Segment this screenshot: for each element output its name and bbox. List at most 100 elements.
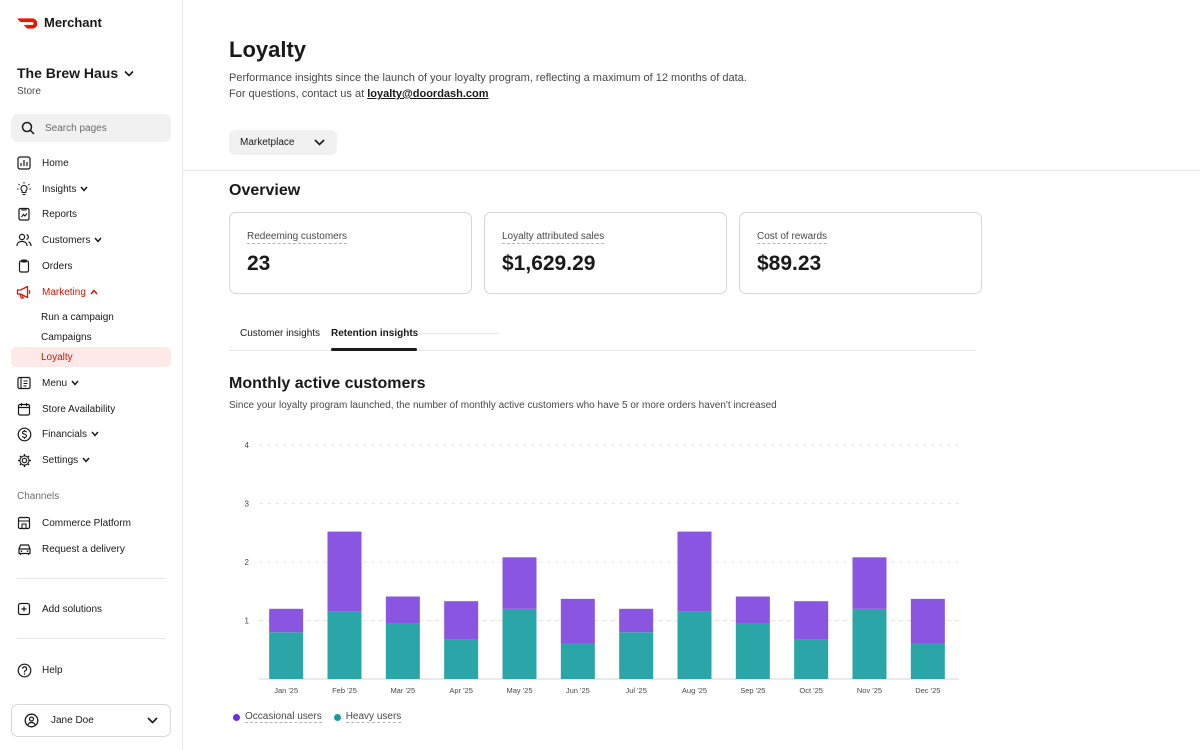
nav-reports[interactable]: Reports (11, 203, 171, 225)
clipboard-icon (16, 258, 32, 274)
search-box[interactable] (11, 114, 171, 142)
bar-occasional-users (444, 601, 479, 640)
nav-insights-label: Insights (42, 183, 77, 195)
tab-track (417, 333, 499, 334)
nav-home-label: Home (42, 157, 69, 169)
channel-dropdown-value: Marketplace (240, 137, 295, 148)
tab-customer-insights[interactable]: Customer insights (240, 328, 321, 339)
megaphone-icon (16, 284, 32, 300)
metric-value: $89.23 (757, 252, 822, 275)
x-tick-label: Jul '25 (625, 686, 646, 695)
x-tick-label: Aug '25 (682, 686, 707, 695)
x-tick-label: Dec '25 (915, 686, 940, 695)
x-tick-label: Nov '25 (857, 686, 882, 695)
nav-add-solutions[interactable]: Add solutions (11, 598, 171, 620)
chevron-down-icon (82, 457, 90, 463)
nav-marketing-label: Marketing (42, 286, 86, 298)
brand[interactable]: Merchant (17, 15, 102, 30)
users-icon (16, 232, 32, 248)
chevron-down-icon (314, 139, 326, 146)
nav-customers[interactable]: Customers (11, 229, 171, 251)
channels-section-label: Channels (17, 491, 60, 502)
search-input[interactable] (45, 122, 155, 134)
bar-heavy-users (327, 611, 362, 679)
bar-heavy-users (735, 623, 770, 679)
nav-settings[interactable]: Settings (11, 449, 171, 471)
active-tab-indicator (331, 348, 417, 351)
gear-icon (16, 452, 32, 468)
legend-item-heavy[interactable]: Heavy users (333, 711, 402, 723)
nav-store-availability[interactable]: Store Availability (11, 398, 171, 420)
nav-financials-label: Financials (42, 428, 88, 440)
doordash-logo-icon (17, 17, 37, 29)
metric-label[interactable]: Redeeming customers (247, 231, 348, 244)
legend-item-occasional[interactable]: Occasional users (233, 711, 322, 723)
chevron-down-icon (147, 717, 158, 724)
bar-occasional-users (677, 531, 712, 612)
y-tick-label: 4 (245, 441, 250, 450)
nav-request-delivery[interactable]: Request a delivery (11, 538, 171, 560)
bar-occasional-users (385, 596, 420, 624)
x-tick-label: Mar '25 (390, 686, 415, 695)
nav-financials[interactable]: Financials (11, 423, 171, 445)
page-description-line1: Performance insights since the launch of… (229, 72, 747, 84)
nav-insights[interactable]: Insights (11, 178, 171, 200)
chevron-up-icon (90, 289, 98, 295)
plus-square-icon (16, 601, 32, 617)
nav-help-label: Help (42, 664, 63, 676)
metric-card-cost-of-rewards: Cost of rewards $89.23 (739, 212, 982, 294)
nav-campaigns[interactable]: Campaigns (41, 331, 92, 343)
nav-home[interactable]: Home (11, 152, 171, 174)
chevron-down-icon (91, 431, 99, 437)
bar-heavy-users (502, 608, 537, 679)
contact-email-link[interactable]: loyalty@doordash.com (367, 88, 489, 100)
page-description: Performance insights since the launch of… (229, 70, 747, 102)
bar-heavy-users (560, 643, 595, 679)
metric-value: $1,629.29 (502, 252, 596, 275)
storefront-icon (16, 515, 32, 531)
overview-title: Overview (229, 182, 301, 199)
lightbulb-icon (16, 181, 32, 197)
metric-label[interactable]: Loyalty attributed sales (502, 231, 605, 244)
user-menu[interactable]: Jane Doe (11, 704, 171, 737)
tab-retention-insights[interactable]: Retention insights (331, 328, 419, 339)
nav-loyalty[interactable]: Loyalty (11, 347, 171, 367)
car-icon (16, 541, 32, 557)
header-divider (183, 170, 1200, 171)
menu-book-icon (16, 375, 32, 391)
bar-heavy-users (385, 623, 420, 679)
legend-label: Occasional users (245, 711, 322, 723)
dollar-circle-icon (16, 426, 32, 442)
legend-dot (333, 713, 341, 721)
insights-tabs: Customer insights Retention insights (229, 320, 976, 351)
nav-menu[interactable]: Menu (11, 372, 171, 394)
nav-add-solutions-label: Add solutions (42, 603, 103, 615)
nav-settings-label: Settings (42, 454, 79, 466)
bar-heavy-users (269, 632, 304, 679)
chart-icon (16, 155, 32, 171)
nav-marketing[interactable]: Marketing (11, 281, 171, 303)
main-content: Loyalty Performance insights since the l… (183, 0, 1200, 750)
nav-run-campaign[interactable]: Run a campaign (41, 311, 114, 323)
channel-dropdown[interactable]: Marketplace (229, 130, 337, 155)
nav-help[interactable]: Help (11, 659, 171, 681)
legend-label: Heavy users (345, 711, 402, 723)
nav-commerce-platform[interactable]: Commerce Platform (11, 512, 171, 534)
bar-heavy-users (852, 608, 887, 679)
bar-occasional-users (560, 598, 595, 644)
y-tick-label: 3 (245, 500, 250, 509)
metric-card-redeeming-customers: Redeeming customers 23 (229, 212, 472, 294)
store-switcher[interactable]: The Brew Haus Store (17, 65, 134, 97)
chevron-down-icon (94, 237, 102, 243)
brand-name: Merchant (44, 15, 102, 30)
bar-occasional-users (619, 608, 654, 633)
metric-label[interactable]: Cost of rewards (757, 231, 828, 244)
x-tick-label: May '25 (506, 686, 532, 695)
sidebar-divider (17, 578, 166, 579)
bar-occasional-users (735, 596, 770, 624)
nav-orders-label: Orders (42, 260, 73, 272)
page-description-line2: For questions, contact us at loyalty@doo… (229, 86, 747, 102)
page-title: Loyalty (229, 37, 307, 62)
report-icon (16, 206, 32, 222)
nav-orders[interactable]: Orders (11, 255, 171, 277)
